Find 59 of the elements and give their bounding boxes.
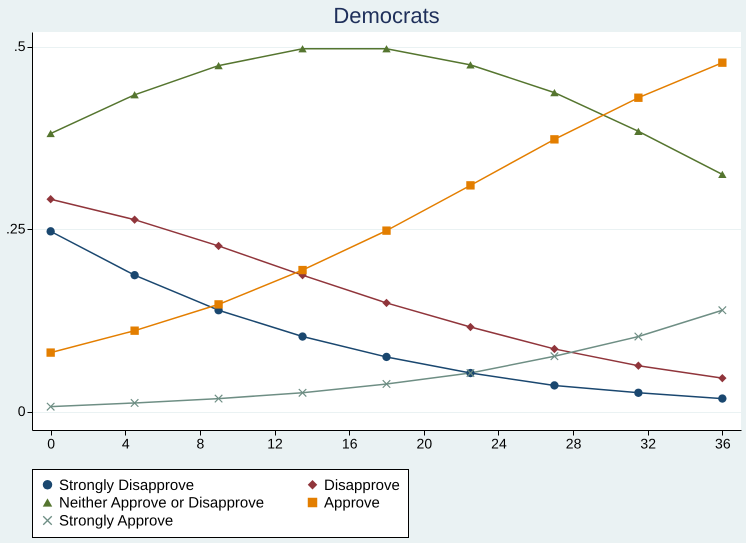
- point: [718, 394, 727, 403]
- point: [550, 352, 559, 360]
- point: [466, 61, 475, 68]
- point: [382, 352, 391, 362]
- legend-label: Strongly Disapprove: [59, 476, 194, 494]
- y-tick-label: 0: [18, 403, 26, 420]
- point: [550, 88, 559, 96]
- x-tick-label: 28: [566, 436, 582, 452]
- y-tick-label: .5: [14, 38, 26, 54]
- point: [550, 344, 559, 354]
- point: [130, 326, 139, 335]
- point: [298, 266, 307, 274]
- point: [214, 300, 223, 309]
- point: [214, 62, 223, 70]
- point: [382, 45, 391, 52]
- point: [466, 322, 475, 332]
- point: [46, 130, 55, 138]
- point: [550, 381, 559, 390]
- point: [298, 388, 307, 397]
- y-tick-label: .25: [6, 220, 26, 237]
- x-tick-label: 36: [715, 436, 731, 452]
- point: [130, 271, 139, 280]
- x-tick-label: 4: [122, 436, 130, 452]
- point: [634, 388, 643, 397]
- legend-label: Disapprove: [324, 476, 400, 494]
- point: [718, 58, 727, 67]
- x-tick-label: 8: [196, 436, 205, 452]
- point: [130, 398, 139, 408]
- point: [46, 348, 55, 357]
- point: [634, 94, 643, 102]
- point: [550, 135, 559, 144]
- point: [382, 380, 391, 388]
- x-tick-label: 24: [491, 436, 507, 452]
- x-tick-label: 20: [416, 436, 432, 452]
- x-tick-label: 32: [640, 436, 656, 452]
- point: [382, 226, 391, 235]
- point: [634, 332, 643, 341]
- point: [718, 170, 727, 178]
- point: [298, 332, 307, 341]
- point: [130, 216, 139, 224]
- point: [130, 91, 139, 98]
- point: [46, 195, 55, 204]
- x-tick-label: 16: [342, 436, 358, 452]
- point: [718, 374, 727, 382]
- chart-title: Democrats: [333, 3, 440, 28]
- legend-label: Neither Approve or Disapprove: [59, 494, 264, 512]
- point: [46, 402, 55, 411]
- point: [634, 128, 643, 135]
- point: [298, 45, 307, 52]
- point: [466, 181, 475, 190]
- legend-label: Strongly Approve: [59, 512, 174, 530]
- legend-label: Approve: [324, 494, 380, 512]
- point: [214, 394, 223, 403]
- point: [382, 298, 391, 308]
- x-tick-label: 12: [267, 436, 284, 452]
- point: [634, 362, 643, 370]
- x-tick-label: 0: [47, 436, 56, 452]
- point: [46, 227, 55, 236]
- point: [214, 242, 223, 250]
